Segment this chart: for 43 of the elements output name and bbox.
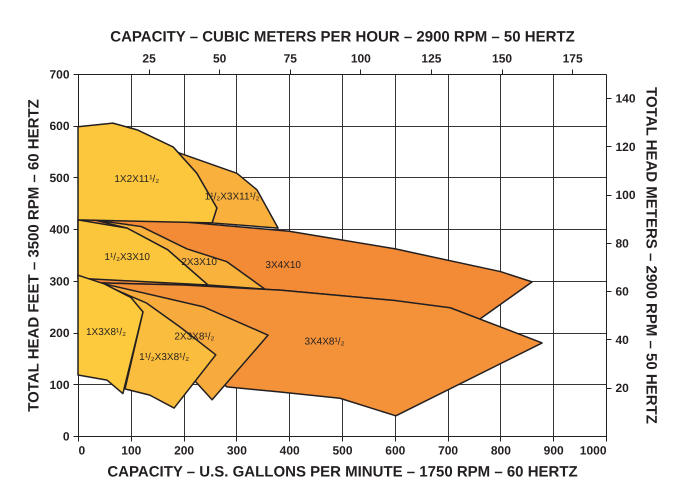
y2-tick-label: 20 xyxy=(616,381,630,396)
x-tick-label: 800 xyxy=(490,444,512,458)
y-tick-label: 700 xyxy=(49,68,70,82)
x-tick-label: 400 xyxy=(280,444,300,458)
series-label: 3X4X10 xyxy=(265,260,302,271)
y-axis-title: TOTAL HEAD FEET – 3500 RPM – 60 HERTZ xyxy=(25,99,42,412)
x2-tick-label: 75 xyxy=(284,52,298,66)
y-tick-label: 200 xyxy=(49,326,70,340)
x-axis-title: CAPACITY – U.S. GALLONS PER MINUTE – 1750 RPM – 60 HERTZ xyxy=(107,464,578,480)
y2-tick-label: 40 xyxy=(616,332,630,347)
x-tick-label: 600 xyxy=(385,444,406,458)
y-tick-label: 300 xyxy=(49,274,70,288)
series-label: 1¹/₂X3X8¹/₂ xyxy=(139,352,190,363)
series-label: 1X2X11¹/₂ xyxy=(114,174,160,186)
x-tick-label: 300 xyxy=(226,444,248,458)
x2-tick-label: 125 xyxy=(421,52,442,66)
y2-tick-label: 60 xyxy=(616,284,630,299)
x-tick-label: 1000 xyxy=(580,444,607,458)
series-label: 1X3X8¹/₂ xyxy=(86,327,126,338)
y2-tick-label: 120 xyxy=(616,140,636,154)
y-tick-label: 100 xyxy=(49,378,70,392)
x2-tick-label: 100 xyxy=(350,52,372,66)
x-tick-label: 700 xyxy=(438,444,458,458)
x2-tick-label: 175 xyxy=(562,52,583,66)
y2-axis-title: TOTAL HEAD METERS – 2900 RPM – 50 HERTZ xyxy=(642,87,660,424)
y-tick-label: 0 xyxy=(62,430,70,444)
x2-axis-title: CAPACITY – CUBIC METERS PER HOUR – 2900 RPM – 50 HERTZ xyxy=(110,28,575,46)
y-tick-label: 600 xyxy=(49,119,70,134)
y-tick-label: 500 xyxy=(49,170,70,185)
series-label: 1¹/₂X3X10 xyxy=(104,252,150,264)
series-label: 3X4X8¹/₂ xyxy=(304,336,345,348)
y2-tick-label: 80 xyxy=(616,236,630,250)
x-tick-label: 900 xyxy=(544,444,564,458)
y-tick-label: 400 xyxy=(49,222,70,237)
x2-tick-label: 50 xyxy=(212,52,227,66)
y2-tick-label: 140 xyxy=(616,92,636,106)
x-tick-label: 200 xyxy=(174,444,194,458)
x2-tick-label: 150 xyxy=(492,52,512,66)
x-tick-label: 0 xyxy=(78,444,86,458)
x2-tick-label: 25 xyxy=(142,52,156,66)
y2-tick-label: 100 xyxy=(616,188,636,202)
x-tick-label: 500 xyxy=(332,444,353,458)
x-tick-label: 100 xyxy=(121,444,142,458)
